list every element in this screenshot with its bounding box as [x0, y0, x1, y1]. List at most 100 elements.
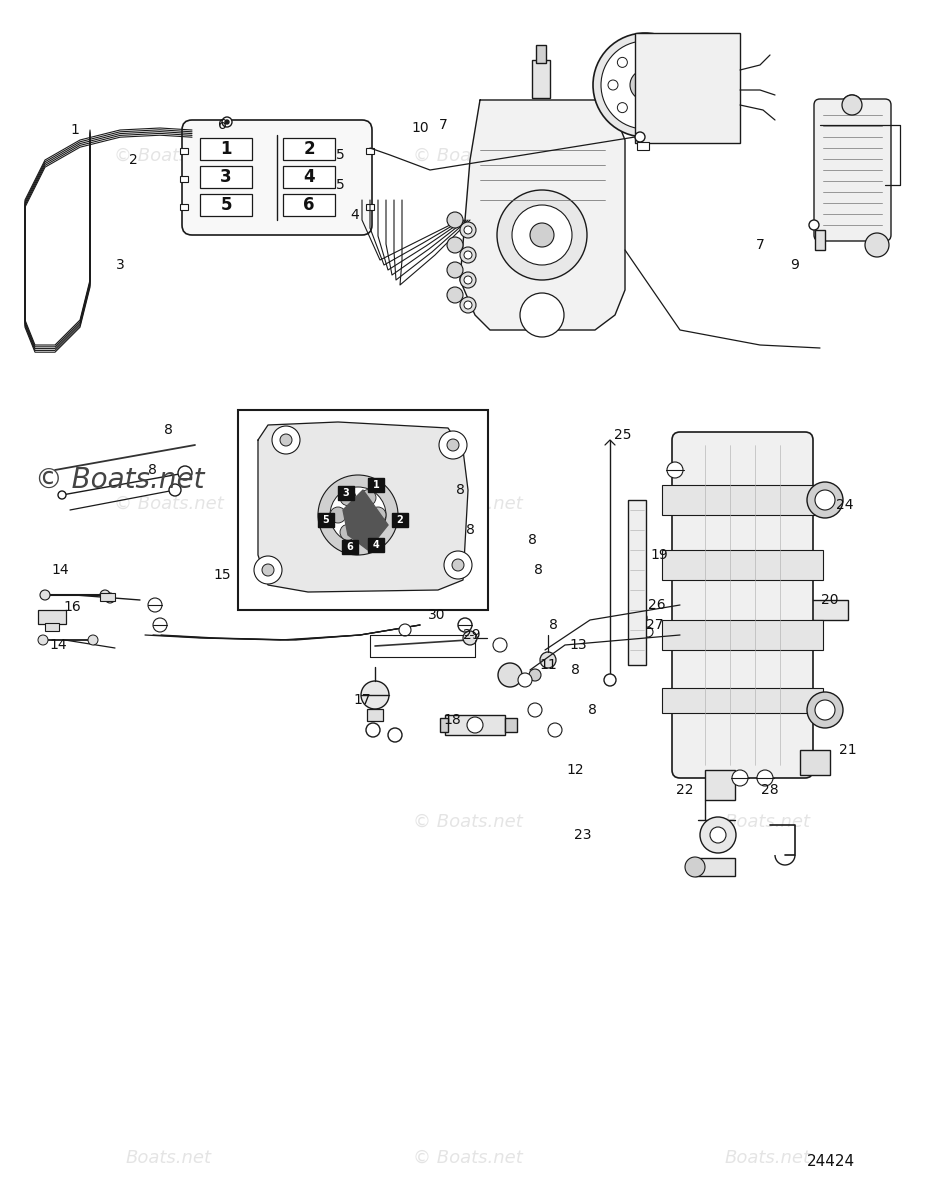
Circle shape — [640, 112, 650, 122]
Bar — [695, 858, 735, 876]
Circle shape — [222, 116, 232, 127]
Text: 5: 5 — [336, 178, 344, 192]
Circle shape — [633, 611, 647, 625]
Bar — [368, 478, 384, 492]
Circle shape — [370, 506, 386, 523]
Bar — [368, 478, 384, 492]
Circle shape — [318, 475, 398, 554]
Bar — [780, 600, 848, 620]
Text: 8: 8 — [571, 662, 579, 677]
Circle shape — [710, 827, 726, 842]
Circle shape — [865, 233, 889, 257]
Bar — [342, 540, 358, 554]
Bar — [283, 194, 335, 216]
Circle shape — [148, 598, 162, 612]
Circle shape — [593, 32, 697, 137]
Circle shape — [280, 434, 292, 446]
Text: 22: 22 — [676, 782, 694, 797]
Text: © Boats.net: © Boats.net — [113, 494, 224, 514]
Bar — [662, 620, 823, 650]
FancyBboxPatch shape — [814, 98, 891, 241]
Circle shape — [360, 490, 376, 505]
Text: 27: 27 — [646, 618, 664, 632]
Bar — [45, 623, 59, 631]
Circle shape — [732, 770, 748, 786]
Bar — [815, 230, 825, 250]
Text: © Boats.net: © Boats.net — [413, 1150, 523, 1166]
Circle shape — [38, 635, 48, 646]
Circle shape — [467, 716, 483, 733]
Polygon shape — [258, 422, 468, 592]
Text: 23: 23 — [575, 828, 592, 842]
Circle shape — [447, 439, 459, 451]
Text: 8: 8 — [548, 618, 558, 632]
Circle shape — [757, 770, 773, 786]
Bar — [392, 514, 408, 527]
Bar — [392, 514, 408, 527]
Bar — [180, 176, 188, 182]
Circle shape — [444, 551, 472, 578]
Text: 8: 8 — [148, 463, 156, 476]
Text: Boats.net: Boats.net — [125, 1150, 212, 1166]
Circle shape — [88, 635, 98, 646]
Circle shape — [330, 487, 386, 542]
Circle shape — [815, 490, 835, 510]
Text: 5: 5 — [336, 148, 344, 162]
Text: 28: 28 — [761, 782, 779, 797]
Circle shape — [530, 223, 554, 247]
Polygon shape — [343, 490, 388, 550]
Text: Boats.net: Boats.net — [724, 814, 811, 832]
Circle shape — [493, 638, 507, 652]
Circle shape — [463, 631, 477, 646]
Text: 29: 29 — [463, 628, 481, 642]
Circle shape — [548, 722, 562, 737]
Bar — [370, 635, 475, 658]
Text: © Boats.net: © Boats.net — [413, 814, 523, 832]
Bar — [532, 60, 550, 98]
Bar — [536, 44, 546, 62]
Text: 4: 4 — [351, 208, 359, 222]
Text: 8: 8 — [534, 563, 543, 577]
Circle shape — [340, 490, 356, 505]
FancyBboxPatch shape — [672, 432, 813, 778]
Circle shape — [635, 132, 645, 142]
Text: Boats.net: Boats.net — [724, 494, 811, 514]
Text: 20: 20 — [821, 593, 839, 607]
Circle shape — [366, 722, 380, 737]
Bar — [318, 514, 334, 527]
Circle shape — [663, 58, 673, 67]
Bar — [338, 486, 354, 500]
Bar — [628, 500, 646, 665]
Circle shape — [262, 564, 274, 576]
Circle shape — [100, 590, 110, 600]
Circle shape — [604, 674, 616, 686]
Circle shape — [272, 426, 300, 454]
Text: 1: 1 — [373, 480, 379, 490]
Circle shape — [360, 524, 376, 540]
Circle shape — [601, 41, 689, 128]
Circle shape — [807, 482, 843, 518]
Circle shape — [340, 524, 356, 540]
Text: 9: 9 — [791, 258, 799, 272]
Bar — [366, 148, 374, 154]
Circle shape — [447, 212, 463, 228]
Circle shape — [529, 670, 541, 680]
Text: 17: 17 — [353, 692, 371, 707]
Circle shape — [672, 80, 682, 90]
Text: 25: 25 — [614, 428, 632, 442]
Circle shape — [40, 590, 50, 600]
Circle shape — [452, 559, 464, 571]
Circle shape — [178, 466, 192, 480]
Bar — [662, 688, 823, 713]
Text: © Boats.net: © Boats.net — [413, 494, 523, 514]
Text: 8: 8 — [164, 422, 172, 437]
Bar — [366, 204, 374, 210]
Text: 8: 8 — [465, 523, 475, 538]
Bar — [440, 718, 448, 732]
Circle shape — [464, 301, 472, 308]
Text: © Boats.net: © Boats.net — [35, 466, 204, 494]
Circle shape — [254, 556, 282, 584]
Circle shape — [439, 431, 467, 458]
Bar — [370, 635, 475, 658]
Circle shape — [608, 80, 618, 90]
